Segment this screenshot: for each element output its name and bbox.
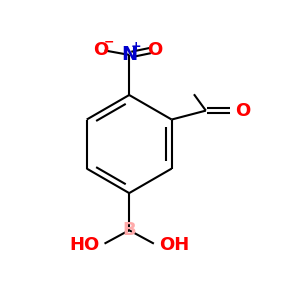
Text: O: O	[93, 41, 109, 59]
Text: +: +	[130, 40, 141, 53]
Text: OH: OH	[159, 236, 189, 254]
Text: O: O	[236, 102, 251, 120]
Text: −: −	[104, 35, 114, 48]
Text: N: N	[121, 45, 137, 64]
Text: HO: HO	[69, 236, 100, 254]
Text: B: B	[122, 221, 136, 239]
Text: O: O	[147, 41, 162, 59]
